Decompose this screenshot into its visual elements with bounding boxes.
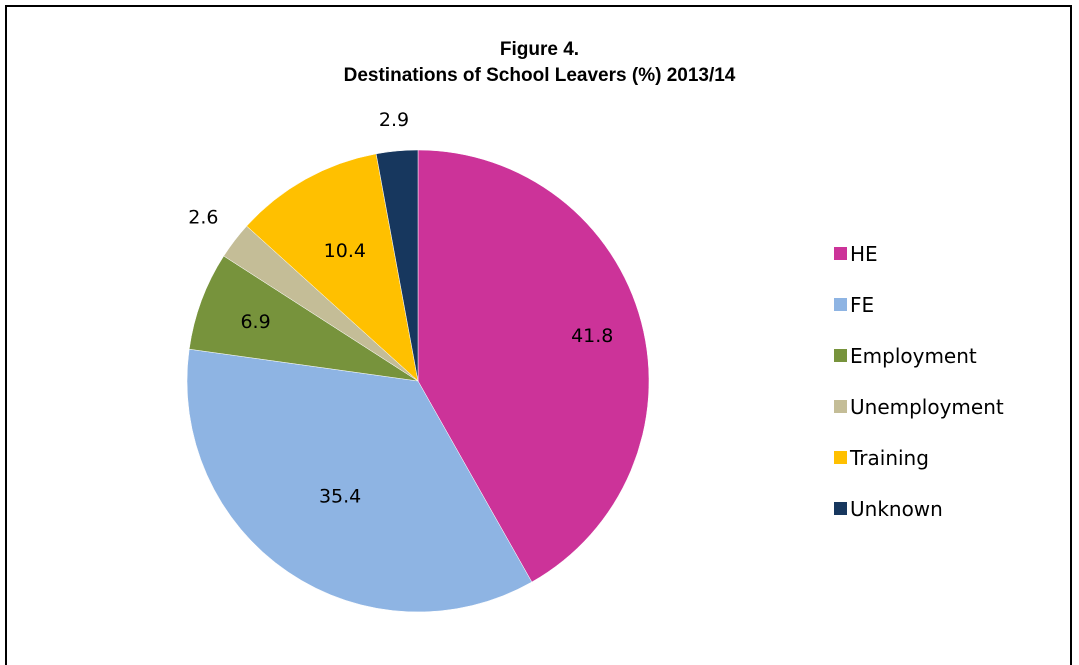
data-label-employment: 6.9	[240, 311, 270, 333]
legend-label: FE	[850, 293, 875, 317]
pie-slice-fe	[186, 348, 533, 613]
data-label-he: 41.8	[571, 325, 613, 347]
data-label-training: 10.4	[324, 240, 366, 262]
legend-label: Training	[850, 446, 929, 470]
legend-swatch	[834, 502, 847, 515]
legend-label: HE	[850, 242, 878, 266]
legend-swatch	[834, 451, 847, 464]
legend-swatch	[834, 349, 847, 362]
pie-slice-training	[246, 153, 419, 382]
legend-item-unemployment: Unemployment	[834, 395, 1074, 421]
data-label-unemployment: 2.6	[188, 207, 218, 229]
legend-item-employment: Employment	[834, 344, 1074, 370]
chart-subtitle: Destinations of School Leavers (%) 2013/…	[343, 65, 736, 86]
data-label-unknown: 2.9	[379, 109, 409, 131]
legend-item-unknown: Unknown	[834, 497, 1074, 523]
pie-slice-unknown	[375, 149, 419, 382]
chart-title: Figure 4.	[499, 39, 580, 60]
legend-item-training: Training	[834, 446, 1074, 472]
legend-swatch	[834, 298, 847, 311]
legend-swatch	[834, 247, 847, 260]
legend-swatch	[834, 400, 847, 413]
pie-slice-he	[417, 149, 650, 583]
legend-label: Employment	[850, 344, 977, 368]
legend-label: Unemployment	[850, 395, 1004, 419]
data-label-fe: 35.4	[319, 486, 361, 508]
legend-label: Unknown	[850, 497, 943, 521]
legend-item-fe: FE	[834, 293, 1074, 319]
legend-item-he: HE	[834, 242, 1074, 268]
